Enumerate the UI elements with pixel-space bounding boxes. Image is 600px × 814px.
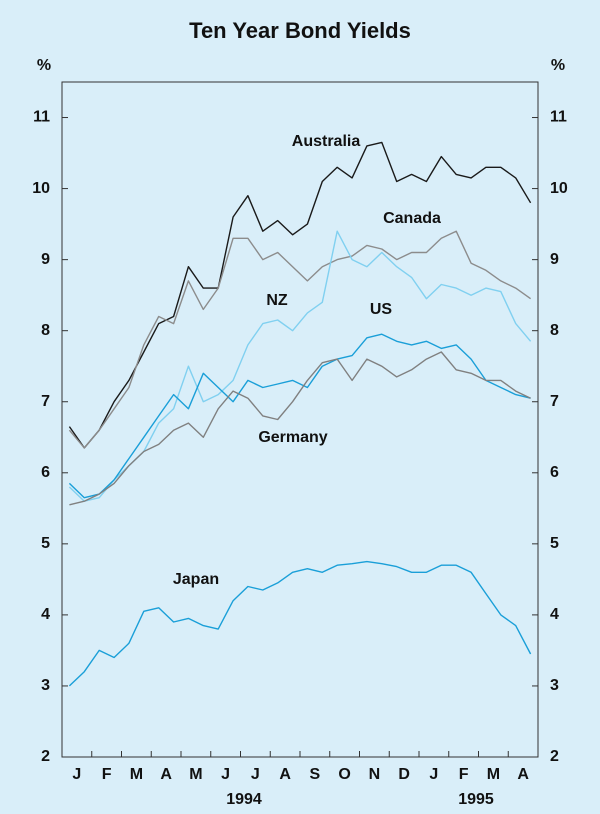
series-line [69,351,531,506]
x-tick-label: S [310,766,321,783]
y-tick-label: 6 [41,464,50,481]
x-tick-label: J [72,766,81,783]
y-tick-label: 10 [32,180,50,197]
chart-title: Ten Year Bond Yields [189,18,411,43]
series-line [68,560,532,687]
y2-tick-label: 2 [550,748,559,765]
x-tick-label: M [487,766,500,783]
y2-axis-label: % [551,57,565,74]
y2-tick-label: 11 [550,109,567,126]
series-label: Australia [292,133,361,150]
x-tick-label: M [189,766,202,783]
series-label: US [370,301,393,318]
series-line [68,141,532,449]
x-tick-label: A [160,766,172,783]
y2-tick-label: 7 [550,393,559,410]
x-tick-label: D [398,766,410,783]
x-tick-label: F [459,766,469,783]
y-tick-label: 11 [33,109,50,126]
x-tick-label: J [251,766,260,783]
y-tick-label: 9 [41,251,50,268]
plot-frame [61,81,539,758]
series-label: Japan [173,571,219,588]
x-tick-label: A [517,766,529,783]
series-label: NZ [266,292,288,309]
y2-tick-label: 6 [550,464,559,481]
x-tick-label: A [279,766,291,783]
y-tick-label: 3 [41,677,50,694]
year-label: 1995 [458,791,494,808]
x-tick-label: O [338,766,350,783]
y2-tick-label: 5 [550,535,559,552]
y2-tick-label: 4 [550,606,559,623]
series-line [68,230,532,502]
y-tick-label: 2 [41,748,50,765]
y-tick-label: 4 [41,606,50,623]
y2-tick-label: 9 [550,251,559,268]
series-label: Canada [383,210,441,227]
x-tick-label: F [102,766,112,783]
y2-tick-label: 10 [550,180,568,197]
y-tick-label: 7 [41,393,50,410]
x-tick-label: M [130,766,143,783]
x-tick-label: J [221,766,230,783]
year-label: 1994 [226,791,262,808]
series-label: Germany [258,429,327,446]
y-tick-label: 8 [41,322,50,339]
x-tick-label: J [429,766,438,783]
y2-tick-label: 8 [550,322,559,339]
x-tick-label: N [369,766,381,783]
series-line [68,230,532,449]
y2-tick-label: 3 [550,677,559,694]
series-line [68,333,531,499]
y-axis-label: % [37,57,51,74]
y-tick-label: 5 [41,535,50,552]
